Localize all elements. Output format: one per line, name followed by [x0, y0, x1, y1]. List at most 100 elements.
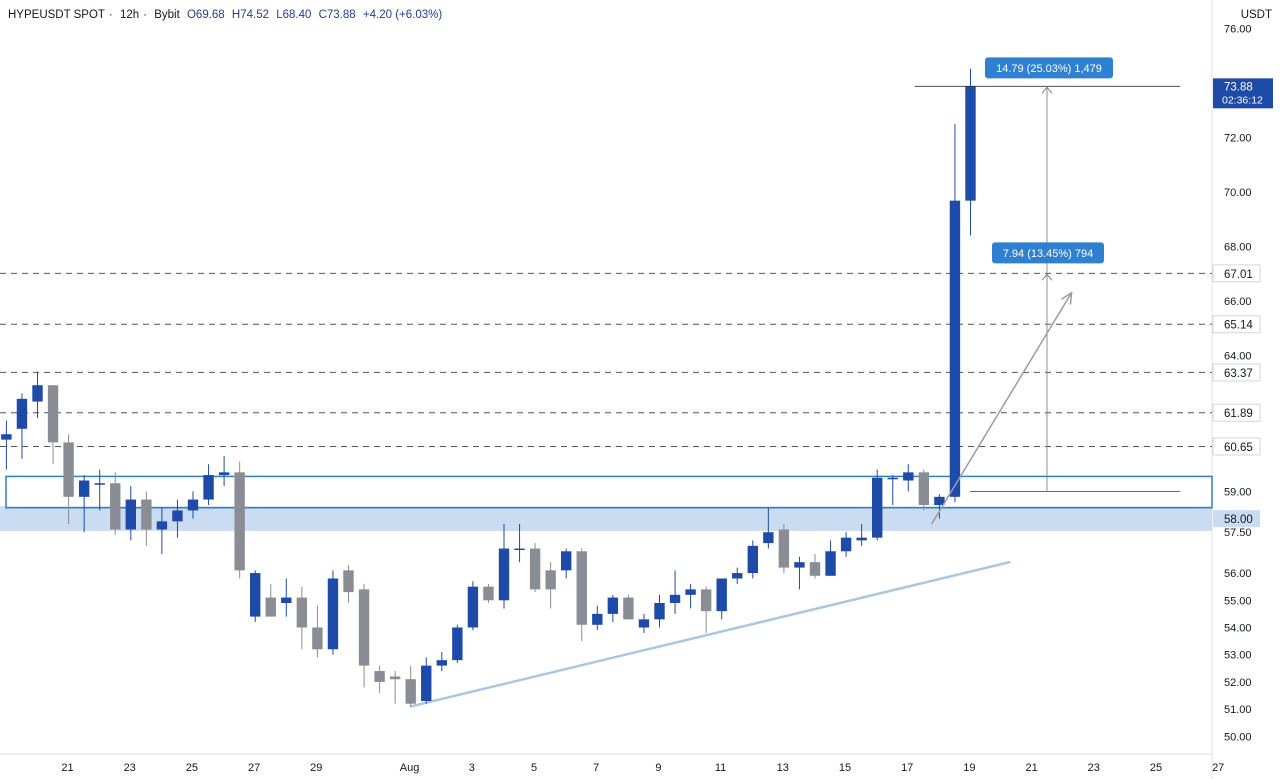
candle-body: [638, 619, 650, 628]
candle-body: [94, 483, 105, 485]
last-price-text: 73.88: [1224, 81, 1253, 93]
time-tick-label: 27: [248, 762, 260, 774]
support-zone-tag: [1213, 510, 1260, 528]
candle-body: [467, 586, 479, 628]
price-level-tag: [1212, 437, 1261, 456]
measure-arrowhead: [1041, 86, 1053, 94]
candle-body: [778, 529, 790, 568]
candle-body: [949, 200, 961, 497]
candle-body: [654, 603, 665, 620]
projection-arrowhead: [1061, 291, 1073, 305]
measure-arrowhead: [1041, 273, 1053, 281]
header-separator: ·: [143, 9, 147, 21]
candle-body: [529, 548, 541, 590]
candle-body: [840, 537, 852, 552]
close-value: C73.88: [318, 9, 356, 21]
last-price-tag: [1213, 78, 1273, 109]
candle-body: [187, 499, 199, 511]
candle-body: [623, 597, 634, 620]
price-tick-label: 72.00: [1224, 133, 1252, 145]
support-zone-tag-text: 58.00: [1224, 514, 1253, 526]
candle-body: [514, 548, 525, 551]
price-level-tag: [1212, 264, 1261, 283]
candle-body: [934, 496, 945, 505]
measure-label-box: [985, 57, 1113, 79]
exchange-label: Bybit: [154, 9, 180, 21]
candle-body: [16, 398, 28, 429]
time-tick-label: 23: [1088, 762, 1100, 774]
time-tick-label: 11: [715, 762, 726, 774]
price-tick-label: 57.50: [1224, 527, 1252, 539]
candle-body: [483, 586, 494, 601]
header-separator: ·: [108, 9, 113, 21]
symbol-header: HYPEUSDT SPOT · 12h · Bybit O69.68 H74.52 …: [8, 9, 446, 21]
projection-arrow: [930, 292, 1073, 525]
candle-body: [452, 627, 463, 661]
time-tick-label: 25: [1150, 762, 1162, 774]
price-level-tag-text: 67.01: [1224, 269, 1253, 281]
candle-body: [763, 532, 774, 544]
price-level-tag-text: 65.14: [1224, 320, 1253, 332]
candle-body: [234, 472, 245, 571]
price-tick-label: 68.00: [1224, 241, 1252, 253]
measure-label-text: 14.79 (25.03%) 1,479: [996, 63, 1102, 75]
candle-body: [374, 671, 385, 682]
candle-body: [389, 676, 401, 680]
currency-label[interactable]: USDT: [1240, 9, 1272, 21]
interval-label[interactable]: 12h: [119, 9, 140, 21]
candle-body: [700, 589, 712, 612]
candle-body: [732, 573, 743, 579]
price-tick-label: 55.00: [1224, 595, 1252, 607]
high-value: H74.52: [231, 9, 270, 21]
candle-body: [903, 472, 914, 481]
time-tick-label: 15: [839, 762, 851, 774]
low-value: L68.40: [276, 9, 312, 21]
time-tick-label: 7: [593, 762, 599, 774]
support-zone: [0, 506, 1212, 531]
price-tick-label: 76.00: [1224, 24, 1252, 36]
time-tick-label: 5: [531, 762, 537, 774]
candle-body: [576, 551, 587, 625]
time-tick-label: Aug: [400, 762, 420, 774]
candle-body: [918, 472, 930, 505]
price-tick-label: 51.00: [1224, 704, 1252, 716]
price-tick-label: 52.00: [1224, 677, 1252, 689]
candle-body: [358, 589, 370, 666]
candle-body: [685, 589, 696, 595]
change-value: +4.20 (+6.03%): [362, 9, 443, 21]
candle-body: [156, 521, 168, 530]
price-level-tag: [1212, 363, 1261, 382]
price-tick-label: 59.00: [1224, 486, 1252, 498]
candle-body: [669, 594, 681, 603]
time-tick-label: 19: [963, 762, 975, 774]
candle-body: [872, 477, 883, 538]
price-level-tag: [1212, 403, 1261, 422]
candle-body: [856, 537, 867, 541]
open-value: O69.68: [186, 9, 225, 21]
measure-label-text: 7.94 (13.45%) 794: [1003, 248, 1094, 260]
candle-body: [312, 627, 323, 650]
price-tick-label: 64.00: [1224, 350, 1252, 362]
candle-body: [110, 483, 121, 530]
candle-body: [47, 385, 59, 443]
candle-body: [607, 597, 619, 614]
symbol-name[interactable]: HYPEUSDT SPOT: [8, 9, 105, 21]
candle-body: [203, 475, 214, 500]
candle-body: [63, 442, 74, 497]
candle-body: [887, 477, 898, 480]
candle-body: [78, 480, 90, 497]
time-tick-label: 9: [655, 762, 661, 774]
candle-body: [436, 660, 447, 666]
time-tick-label: 21: [61, 762, 73, 774]
candle-body: [421, 665, 432, 701]
price-tick-label: 56.00: [1224, 568, 1252, 580]
candle-body: [125, 499, 136, 530]
bar-countdown: 02:36:12: [1222, 94, 1263, 106]
candle-body: [343, 570, 354, 593]
price-tick-label: 54.00: [1224, 623, 1252, 635]
time-tick-label: 29: [310, 762, 322, 774]
candle-body: [794, 562, 805, 568]
candle-body: [265, 597, 276, 617]
